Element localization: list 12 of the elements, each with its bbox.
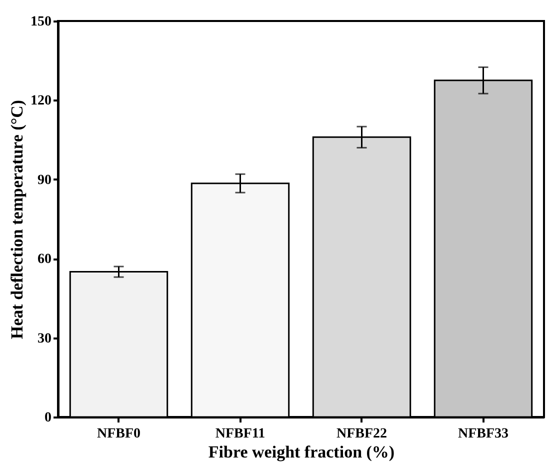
x-tick-label: NFBF22 [336, 426, 388, 442]
x-tick-label: NFBF33 [458, 426, 509, 442]
y-tick-label: 150 [30, 14, 52, 30]
y-tick-label: 30 [38, 331, 52, 346]
x-axis-title: Fibre weight fraction (%) [208, 442, 395, 462]
y-tick-label: 90 [38, 172, 52, 188]
x-tick-label: NFBF0 [96, 426, 141, 442]
y-tick-label: 0 [44, 410, 52, 426]
y-tick-label: 120 [30, 94, 52, 109]
x-tick-label: NFBF11 [215, 426, 266, 442]
y-tick-label: 60 [38, 252, 52, 268]
y-axis-title: Heat deflection temperature (°C) [8, 100, 26, 340]
